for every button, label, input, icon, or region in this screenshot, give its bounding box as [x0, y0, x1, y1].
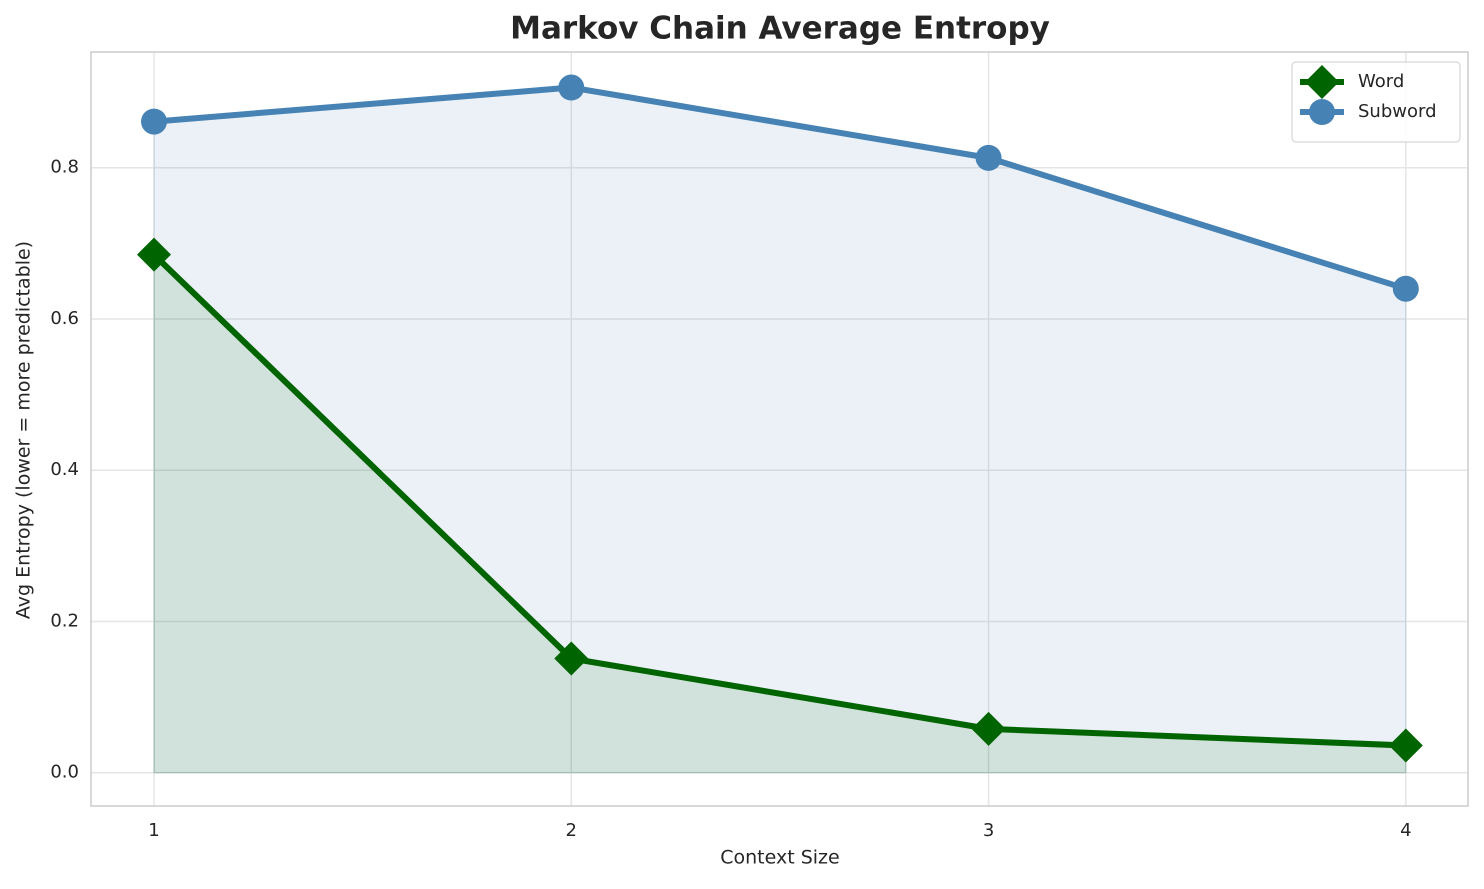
line	[151, 252, 1406, 749]
marker	[1392, 275, 1419, 302]
x-tick-label: 1	[148, 820, 159, 841]
plot-frame	[90, 51, 1469, 807]
chart-title: Markov Chain Average Entropy	[510, 11, 1050, 47]
y-axis-label: Avg Entropy (lower = more predictable)	[13, 241, 35, 619]
legend: Word Subword	[1291, 61, 1461, 143]
marker	[971, 711, 1006, 746]
line	[153, 84, 1407, 292]
y-tick-label: 0.2	[50, 610, 79, 631]
x-tick-label: 4	[1400, 820, 1411, 841]
legend-label: Subword	[1358, 101, 1437, 122]
y-tick-label: 0.0	[50, 762, 79, 783]
series	[141, 74, 1419, 302]
marker	[558, 74, 585, 101]
marker	[1388, 728, 1423, 763]
marker	[141, 108, 168, 135]
x-tick-label: 2	[566, 820, 577, 841]
y-tick-label: 0.4	[50, 459, 79, 480]
marker	[975, 144, 1002, 171]
legend-marker	[1305, 65, 1339, 99]
marker	[137, 237, 172, 272]
x-axis-label: Context Size	[720, 847, 839, 869]
series	[137, 237, 1423, 763]
legend-label: Word	[1358, 71, 1404, 92]
legend-marker	[1309, 99, 1335, 125]
y-tick-label: 0.6	[50, 308, 79, 329]
x-tick-label: 3	[983, 820, 994, 841]
marker	[554, 641, 589, 676]
y-tick-label: 0.8	[50, 157, 79, 178]
